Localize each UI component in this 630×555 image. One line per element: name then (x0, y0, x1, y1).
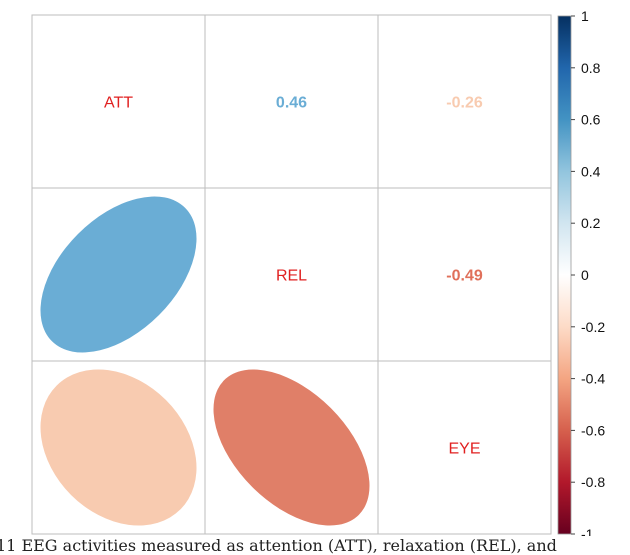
colorbar: 1 0.8 0.6 0.4 0.2 0 -0.2 -0.4 -0.6 -0.8 -1 (557, 8, 605, 536)
correlation-ellipse (40, 196, 197, 353)
correlation-ellipse (40, 369, 197, 526)
correlation-plot: ATT REL EYE 0.46 -0.26 -0.49 1 0.8 0.6 0.4 0.2 0 -0… (31, 8, 605, 536)
coefficient-label: -0.26 (446, 95, 483, 112)
colorbar-tick-label: -0.8 (581, 474, 605, 490)
variable-label: ATT (104, 95, 133, 112)
colorbar-tick-label: 1 (581, 8, 589, 24)
colorbar-tick-label: -0.6 (581, 422, 605, 438)
colorbar-tick-label: 0.2 (581, 215, 601, 231)
colorbar-tick-label: 0 (581, 267, 589, 283)
colorbar-tick-label: 0.8 (581, 60, 601, 76)
variable-label: EYE (448, 441, 480, 458)
colorbar-tick-label: -0.4 (581, 371, 605, 387)
colorbar-tick-label: 0.4 (581, 163, 601, 179)
coefficient-label: 0.46 (276, 95, 307, 112)
colorbar-tick-label: 0.6 (581, 112, 601, 128)
colorbar-tick-label: -0.2 (581, 319, 605, 335)
matrix-marks: ATT REL EYE 0.46 -0.26 -0.49 (40, 95, 483, 526)
coefficient-label: -0.49 (446, 268, 483, 285)
matrix-cell (377, 360, 552, 535)
correlation-ellipse (213, 369, 370, 526)
figure-caption: 11 EEG activities measured as attention … (0, 536, 557, 555)
variable-label: REL (276, 268, 307, 285)
matrix-grid (31, 14, 552, 535)
colorbar-gradient (557, 15, 572, 535)
colorbar-tick-label: -1 (581, 526, 594, 536)
